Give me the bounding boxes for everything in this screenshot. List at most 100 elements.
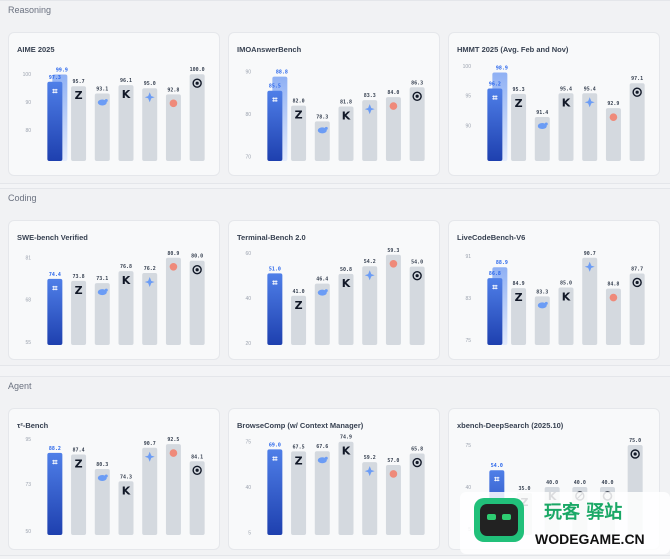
y-tick-label: 100 [463,64,472,70]
bar [165,94,181,161]
zhipu-logo-icon: Z [515,291,523,304]
zhipu-logo-icon: Z [295,299,303,312]
section-title: Coding [8,193,37,203]
y-tick-label: 20 [245,341,251,347]
bar-label: 88.8 [276,70,288,76]
bar-chart: 75 40 5 69.0 ⌗ 67.5 Z 67.6 74.9 K 59.2 57.0 65.8 [245,435,425,536]
y-tick-label: 40 [245,296,251,302]
kimi-logo-icon: K [342,109,351,122]
svg-text:Z: Z [515,291,523,304]
bar-label: 40.0 [574,480,586,486]
y-tick-label: 40 [465,485,471,491]
bar [385,97,401,161]
shortcut-logo-icon: ⌗ [51,284,58,294]
bar [47,278,63,345]
openai-logo-icon [192,265,202,275]
bar [165,257,181,345]
bar-chart: 60 40 20 51.0 ⌗ 41.0 Z 46.4 50.8 K 54.2 59.3 54.0 [245,248,425,347]
y-tick-label: 40 [245,485,251,491]
kimi-logo-icon: K [562,291,571,304]
bar-label: 78.3 [316,114,328,120]
bar-label: 98.9 [496,66,508,72]
bar-label: 82.0 [293,99,305,105]
openai-logo-icon [412,457,422,468]
deepseek-logo-icon [317,289,328,296]
y-tick-label: 5 [248,530,251,536]
bar-label: 99.9 [56,67,68,73]
chart-title: HMMT 2025 (Avg. Feb and Nov) [457,45,569,54]
svg-text:⌗: ⌗ [491,94,498,104]
deepseek-logo-icon [97,288,108,296]
y-tick-label: 75 [465,443,471,449]
deepseek-logo-icon [537,122,548,130]
bar-label: 97.3 [49,75,61,81]
bar [94,469,110,535]
chart-title: Terminal-Bench 2.0 [237,233,306,242]
y-tick-label: 100 [23,72,32,78]
y-tick-label: 91 [465,254,471,260]
openai-logo-icon [192,78,202,88]
bar-label: 59.2 [364,455,376,461]
bar-label: 96.1 [120,78,132,84]
watermark-art: 玩客 驿站 WODEGAME.CN [474,498,645,547]
zhipu-logo-icon: Z [75,458,83,471]
bar-label: 80.3 [96,462,108,468]
bar [409,266,425,345]
bar-label: 81.8 [340,99,352,105]
y-tick-label: 55 [25,340,31,346]
svg-text:K: K [122,274,131,287]
shortcut-logo-icon: ⌗ [271,278,278,288]
y-tick-label: 95 [25,437,31,443]
svg-text:Z: Z [295,299,303,312]
bar [534,296,550,345]
deepseek-logo-icon [317,456,328,464]
deepseek-logo-icon [537,301,548,309]
bar-label: 97.1 [631,76,643,82]
svg-text:K: K [122,484,131,497]
bar [582,257,598,345]
y-tick-label: 73 [25,482,31,488]
bar [71,86,87,161]
bar-label: 50.8 [340,267,352,273]
openai-logo-icon [632,87,642,97]
watermark-line1: 玩客 驿站 [544,501,622,523]
bar-label: 57.0 [387,458,399,464]
shortcut-logo-icon: ⌗ [271,454,278,464]
bar [362,266,378,345]
bar [189,74,205,161]
bar-label: 95.4 [560,86,572,92]
openai-logo-icon [412,91,422,101]
bar-label: 35.0 [518,486,530,492]
y-tick-label: 90 [465,123,471,129]
claude-logo-icon [389,102,398,110]
claude-logo-icon [169,99,178,108]
shortcut-logo-icon: ⌗ [51,458,58,468]
chart-card: BrowseComp (w/ Context Manager) 75 40 5 69.… [228,408,440,550]
svg-text:Z: Z [75,458,83,471]
bar-label: 92.9 [607,101,619,107]
bar-label: 84.8 [607,282,619,288]
svg-text:Z: Z [515,97,523,110]
bar-label: 54.0 [411,260,423,266]
bar-label: 59.3 [387,248,399,254]
chart-card: LiveCodeBench-V6 91 83 75 88.9 86.8 ⌗ 84.9 Z 83.… [448,220,660,360]
chart-card: IMOAnswerBench 90 80 70 88.8 85.5 ⌗ 82.0 Z 78.3 8… [228,32,440,176]
bar [385,254,401,345]
section-title: Agent [8,381,32,391]
bar-label: 85.0 [560,281,572,287]
chart-title: xbench-DeepSearch (2025.10) [457,421,564,430]
kimi-logo-icon: K [342,445,351,458]
chart-title: τ²-Bench [17,421,49,430]
y-tick-label: 60 [245,251,251,257]
bar-label: 73.8 [73,274,85,280]
bar [511,93,527,161]
svg-text:K: K [342,109,351,122]
gemini-logo-icon [364,270,375,281]
gemini-logo-icon [144,92,155,103]
bar [142,88,158,161]
bar [71,454,87,535]
chart-card: SWE-bench Verified 81 68 55 74.4 ⌗ 73.8 Z 73.1 7… [8,220,220,360]
bar [338,106,354,161]
kimi-logo-icon: K [122,274,131,287]
bar-label: 87.7 [631,266,643,272]
